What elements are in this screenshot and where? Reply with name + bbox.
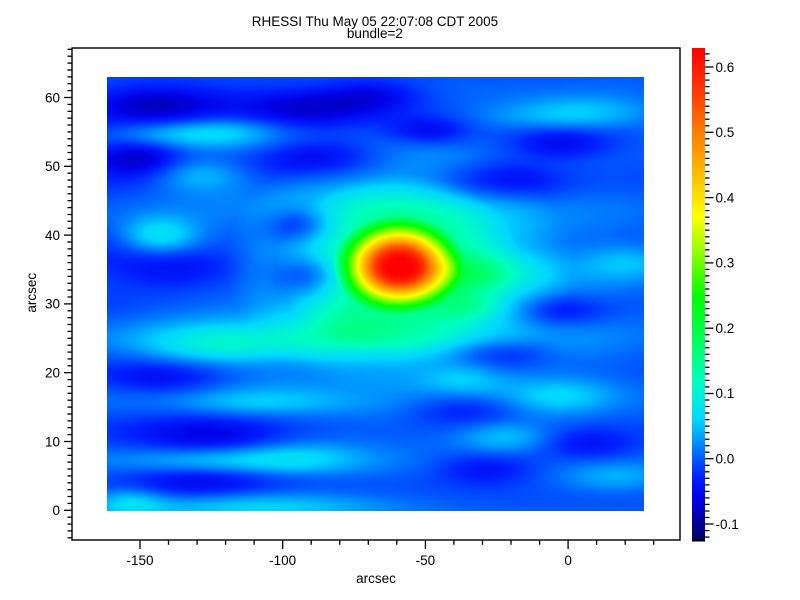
- svg-text:0: 0: [52, 503, 60, 518]
- svg-text:-100: -100: [269, 553, 296, 568]
- svg-text:30: 30: [45, 297, 60, 312]
- svg-text:bundle=2: bundle=2: [347, 26, 403, 41]
- svg-text:0: 0: [564, 553, 572, 568]
- svg-text:0.2: 0.2: [716, 321, 735, 336]
- svg-text:60: 60: [45, 90, 60, 105]
- svg-text:arcsec: arcsec: [356, 571, 396, 586]
- svg-text:0.5: 0.5: [716, 125, 735, 140]
- svg-text:0.1: 0.1: [716, 386, 735, 401]
- svg-text:0.0: 0.0: [716, 452, 735, 467]
- svg-text:0.6: 0.6: [716, 60, 735, 75]
- svg-text:50: 50: [45, 159, 60, 174]
- svg-text:0.4: 0.4: [716, 190, 735, 205]
- svg-text:10: 10: [45, 434, 60, 449]
- svg-text:-50: -50: [416, 553, 436, 568]
- svg-text:0.3: 0.3: [716, 256, 735, 271]
- svg-text:arcsec: arcsec: [24, 273, 39, 313]
- svg-text:-0.1: -0.1: [716, 517, 739, 532]
- svg-text:20: 20: [45, 366, 60, 381]
- svg-text:-150: -150: [126, 553, 153, 568]
- svg-text:RHESSI Thu May 05 22:07:08 CDT: RHESSI Thu May 05 22:07:08 CDT 2005: [252, 14, 498, 29]
- svg-text:40: 40: [45, 228, 60, 243]
